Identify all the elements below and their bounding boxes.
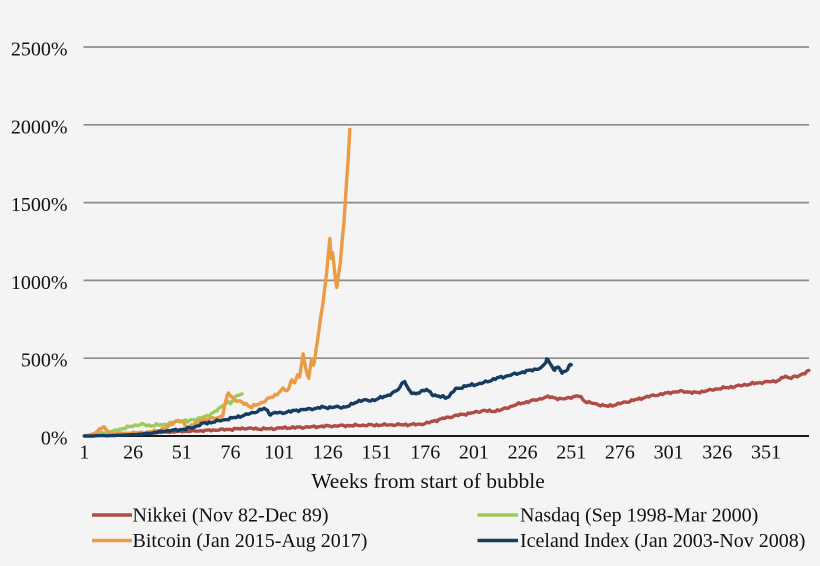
svg-text:Iceland Index (Jan 2003-Nov 20: Iceland Index (Jan 2003-Nov 2008) — [520, 530, 805, 552]
svg-text:226: 226 — [508, 442, 538, 464]
svg-text:2000%: 2000% — [11, 116, 68, 138]
svg-text:251: 251 — [556, 442, 586, 464]
svg-text:2500%: 2500% — [11, 39, 68, 61]
svg-text:1: 1 — [79, 442, 89, 464]
svg-text:326: 326 — [702, 442, 732, 464]
svg-text:301: 301 — [654, 442, 684, 464]
svg-text:Bitcoin (Jan 2015-Aug 2017): Bitcoin (Jan 2015-Aug 2017) — [133, 530, 368, 552]
svg-text:276: 276 — [605, 442, 635, 464]
svg-text:1500%: 1500% — [11, 194, 68, 216]
svg-text:51: 51 — [172, 442, 192, 464]
svg-text:Nasdaq (Sep 1998-Mar 2000): Nasdaq (Sep 1998-Mar 2000) — [520, 505, 758, 527]
svg-text:351: 351 — [751, 442, 781, 464]
svg-text:1000%: 1000% — [11, 272, 68, 294]
svg-text:0%: 0% — [41, 428, 68, 450]
svg-text:76: 76 — [221, 442, 241, 464]
svg-text:176: 176 — [410, 442, 440, 464]
svg-text:201: 201 — [459, 442, 489, 464]
svg-text:26: 26 — [123, 442, 143, 464]
svg-text:151: 151 — [362, 442, 392, 464]
svg-text:Nikkei (Nov 82-Dec 89): Nikkei (Nov 82-Dec 89) — [133, 505, 329, 527]
svg-text:500%: 500% — [21, 350, 68, 372]
svg-text:126: 126 — [313, 442, 343, 464]
svg-text:Weeks from start of bubble: Weeks from start of bubble — [311, 469, 545, 493]
svg-text:101: 101 — [264, 442, 294, 464]
